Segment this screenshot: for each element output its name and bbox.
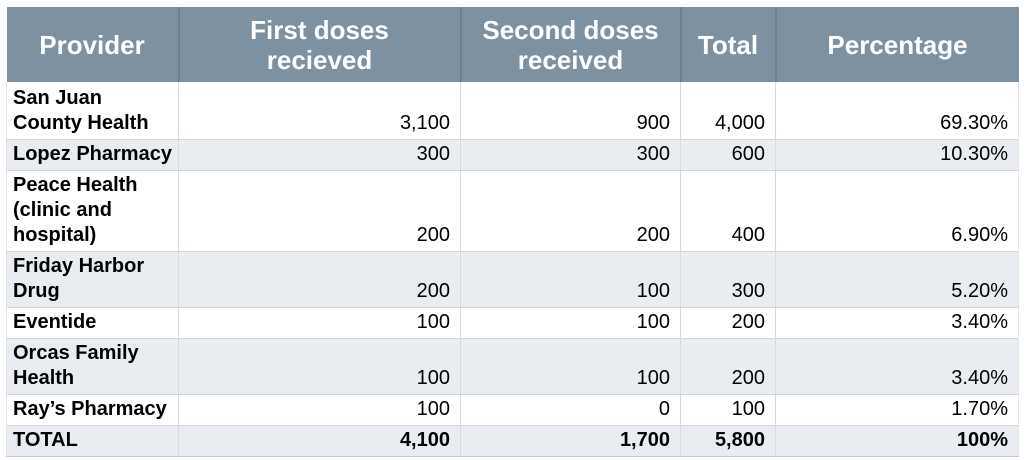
cell-total-total: 5,800 [680, 424, 776, 457]
cell-total-second-doses: 1,700 [460, 424, 681, 457]
table-row-eventide: Eventide 100 100 200 3.40% [6, 306, 1019, 338]
table-row-friday-harbor-drug: Friday Harbor Drug 200 100 300 5.20% [6, 250, 1019, 307]
cell-percentage: 10.30% [775, 138, 1019, 170]
cell-second-doses: 900 [460, 82, 681, 139]
cell-second-doses: 0 [460, 393, 681, 425]
cell-first-doses: 100 [178, 306, 461, 338]
cell-first-doses: 100 [178, 337, 461, 394]
table-row-san-juan-county-health: San Juan County Health 3,100 900 4,000 6… [6, 82, 1019, 139]
cell-first-doses: 100 [178, 393, 461, 425]
table-row-rays-pharmacy: Ray’s Pharmacy 100 0 100 1.70% [6, 393, 1019, 425]
cell-second-doses: 100 [460, 337, 681, 394]
cell-total: 400 [680, 169, 776, 251]
cell-total: 200 [680, 306, 776, 338]
doses-table-container: Provider First doses recieved Second dos… [6, 7, 1019, 457]
cell-total: 100 [680, 393, 776, 425]
cell-provider: Friday Harbor Drug [6, 250, 179, 307]
table-row-lopez-pharmacy: Lopez Pharmacy 300 300 600 10.30% [6, 138, 1019, 170]
cell-second-doses: 200 [460, 169, 681, 251]
cell-first-doses: 200 [178, 169, 461, 251]
cell-provider: San Juan County Health [6, 82, 179, 139]
cell-total: 300 [680, 250, 776, 307]
cell-total: 600 [680, 138, 776, 170]
col-header-first-doses: First doses recieved [177, 7, 461, 82]
cell-second-doses: 100 [460, 306, 681, 338]
cell-first-doses: 3,100 [178, 82, 461, 139]
header-row: Provider First doses recieved Second dos… [6, 7, 1019, 82]
cell-first-doses: 200 [178, 250, 461, 307]
cell-percentage: 6.90% [775, 169, 1019, 251]
cell-percentage: 69.30% [775, 82, 1019, 139]
cell-provider: Ray’s Pharmacy [6, 393, 179, 425]
doses-by-provider-table: Provider First doses recieved Second dos… [6, 7, 1019, 457]
cell-second-doses: 300 [460, 138, 681, 170]
cell-total: 4,000 [680, 82, 776, 139]
cell-total: 200 [680, 337, 776, 394]
cell-provider: Peace Health (clinic and hospital) [6, 169, 179, 251]
cell-first-doses: 300 [178, 138, 461, 170]
cell-total-first-doses: 4,100 [178, 424, 461, 457]
table-row-peace-health: Peace Health (clinic and hospital) 200 2… [6, 169, 1019, 251]
table-row-total: TOTAL 4,100 1,700 5,800 100% [6, 424, 1019, 457]
col-header-total: Total [679, 7, 776, 82]
cell-provider: Lopez Pharmacy [6, 138, 179, 170]
cell-provider: Orcas Family Health [6, 337, 179, 394]
table-row-orcas-family-health: Orcas Family Health 100 100 200 3.40% [6, 337, 1019, 394]
col-header-second-doses: Second doses received [459, 7, 681, 82]
col-header-percentage: Percentage [774, 7, 1019, 82]
cell-percentage: 5.20% [775, 250, 1019, 307]
cell-percentage: 3.40% [775, 337, 1019, 394]
cell-provider: Eventide [6, 306, 179, 338]
cell-second-doses: 100 [460, 250, 681, 307]
cell-percentage: 3.40% [775, 306, 1019, 338]
cell-percentage: 1.70% [775, 393, 1019, 425]
cell-total-label: TOTAL [6, 424, 179, 457]
cell-total-percentage: 100% [775, 424, 1019, 457]
col-header-provider: Provider [6, 7, 179, 82]
